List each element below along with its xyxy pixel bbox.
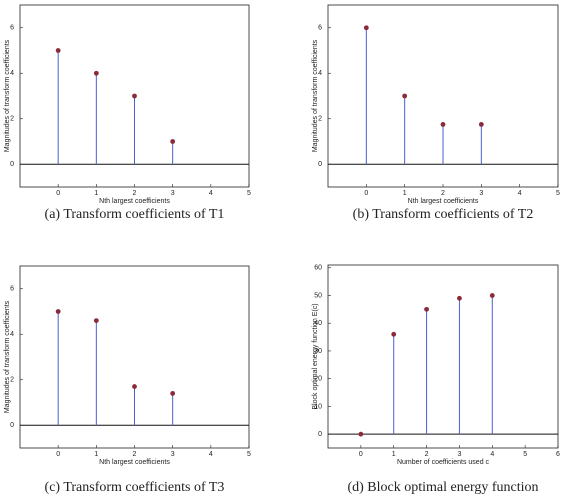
y-tick-label: 6: [10, 25, 14, 32]
stem-marker: [424, 306, 429, 312]
y-tick-label: 20: [314, 376, 322, 383]
y-tick-label: 6: [10, 286, 14, 293]
stem-marker: [440, 122, 446, 127]
x-axis-label: Nth largest coefficients: [408, 198, 479, 205]
y-tick-label: 0: [318, 431, 322, 438]
y-tick-label: 50: [314, 292, 322, 299]
x-tick-label: 4: [209, 451, 213, 458]
y-tick-label: 6: [318, 25, 322, 32]
x-tick-label: 4: [490, 451, 494, 458]
x-tick-label: 2: [425, 451, 429, 458]
x-axis-label: Nth largest coefficients: [99, 459, 170, 466]
x-tick-label: 0: [364, 190, 368, 197]
y-tick-label: 4: [318, 70, 322, 77]
stem-marker: [93, 70, 99, 76]
x-tick-label: 3: [457, 451, 461, 458]
stem-marker: [132, 384, 137, 389]
x-tick-label: 5: [247, 451, 251, 458]
x-tick-label: 3: [171, 190, 175, 197]
y-axis-label: Magnitudes of transform coefficients: [312, 39, 319, 152]
y-tick-label: 30: [314, 348, 322, 355]
stem-marker: [170, 391, 176, 396]
y-tick-label: 2: [10, 377, 14, 384]
caption: (a) Transform coefficients of T1: [45, 207, 225, 222]
y-tick-label: 0: [10, 422, 14, 429]
caption: (b) Transform coefficients of T2: [353, 207, 534, 222]
stem-marker: [457, 295, 462, 301]
y-tick-label: 4: [10, 70, 14, 77]
stem-marker: [93, 318, 99, 323]
y-tick-label: 60: [314, 265, 322, 272]
x-axis-label: Nth largest coefficients: [99, 198, 170, 205]
stem-marker: [391, 331, 397, 337]
stem-marker: [170, 139, 176, 144]
x-axis-label: Number of coefficients used c: [397, 459, 490, 466]
stem-marker: [358, 431, 364, 437]
y-axis-label: Magnitudes of transform coefficients: [4, 39, 11, 152]
x-tick-label: 5: [556, 190, 560, 197]
y-tick-label: 2: [10, 116, 14, 123]
x-tick-label: 3: [171, 451, 175, 458]
x-tick-label: 6: [556, 451, 560, 458]
x-tick-label: 5: [523, 451, 527, 458]
y-tick-label: 0: [318, 161, 322, 168]
x-tick-label: 2: [441, 190, 445, 197]
x-tick-label: 1: [94, 451, 98, 458]
axes-box: [327, 264, 559, 449]
y-tick-label: 40: [314, 320, 322, 327]
x-tick-label: 0: [56, 451, 60, 458]
stem-marker: [478, 122, 484, 127]
x-tick-label: 4: [518, 190, 522, 197]
x-tick-label: 5: [247, 190, 251, 197]
x-tick-label: 1: [403, 190, 407, 197]
stem-marker: [55, 48, 61, 53]
x-tick-label: 2: [133, 451, 137, 458]
stem-marker: [402, 93, 408, 99]
x-tick-label: 2: [133, 190, 137, 197]
y-tick-label: 0: [10, 161, 14, 168]
x-tick-label: 0: [359, 451, 363, 458]
y-tick-label: 2: [318, 116, 322, 123]
stem-marker: [363, 25, 369, 31]
x-tick-label: 1: [94, 190, 98, 197]
caption: (c) Transform coefficients of T3: [45, 480, 225, 495]
x-tick-label: 3: [479, 190, 483, 197]
y-axis-label: Block optimal energy function E(c): [312, 303, 319, 409]
stem-marker: [132, 93, 137, 99]
x-tick-label: 1: [392, 451, 396, 458]
y-tick-label: 10: [314, 403, 322, 410]
stem-marker: [55, 309, 61, 314]
y-tick-label: 4: [10, 331, 14, 338]
y-axis-label: Magnitudes of transform coefficients: [4, 300, 11, 413]
caption: (d) Block optimal energy function: [347, 480, 538, 495]
x-tick-label: 0: [56, 190, 60, 197]
stem-marker: [489, 293, 495, 298]
x-tick-label: 4: [209, 190, 213, 197]
